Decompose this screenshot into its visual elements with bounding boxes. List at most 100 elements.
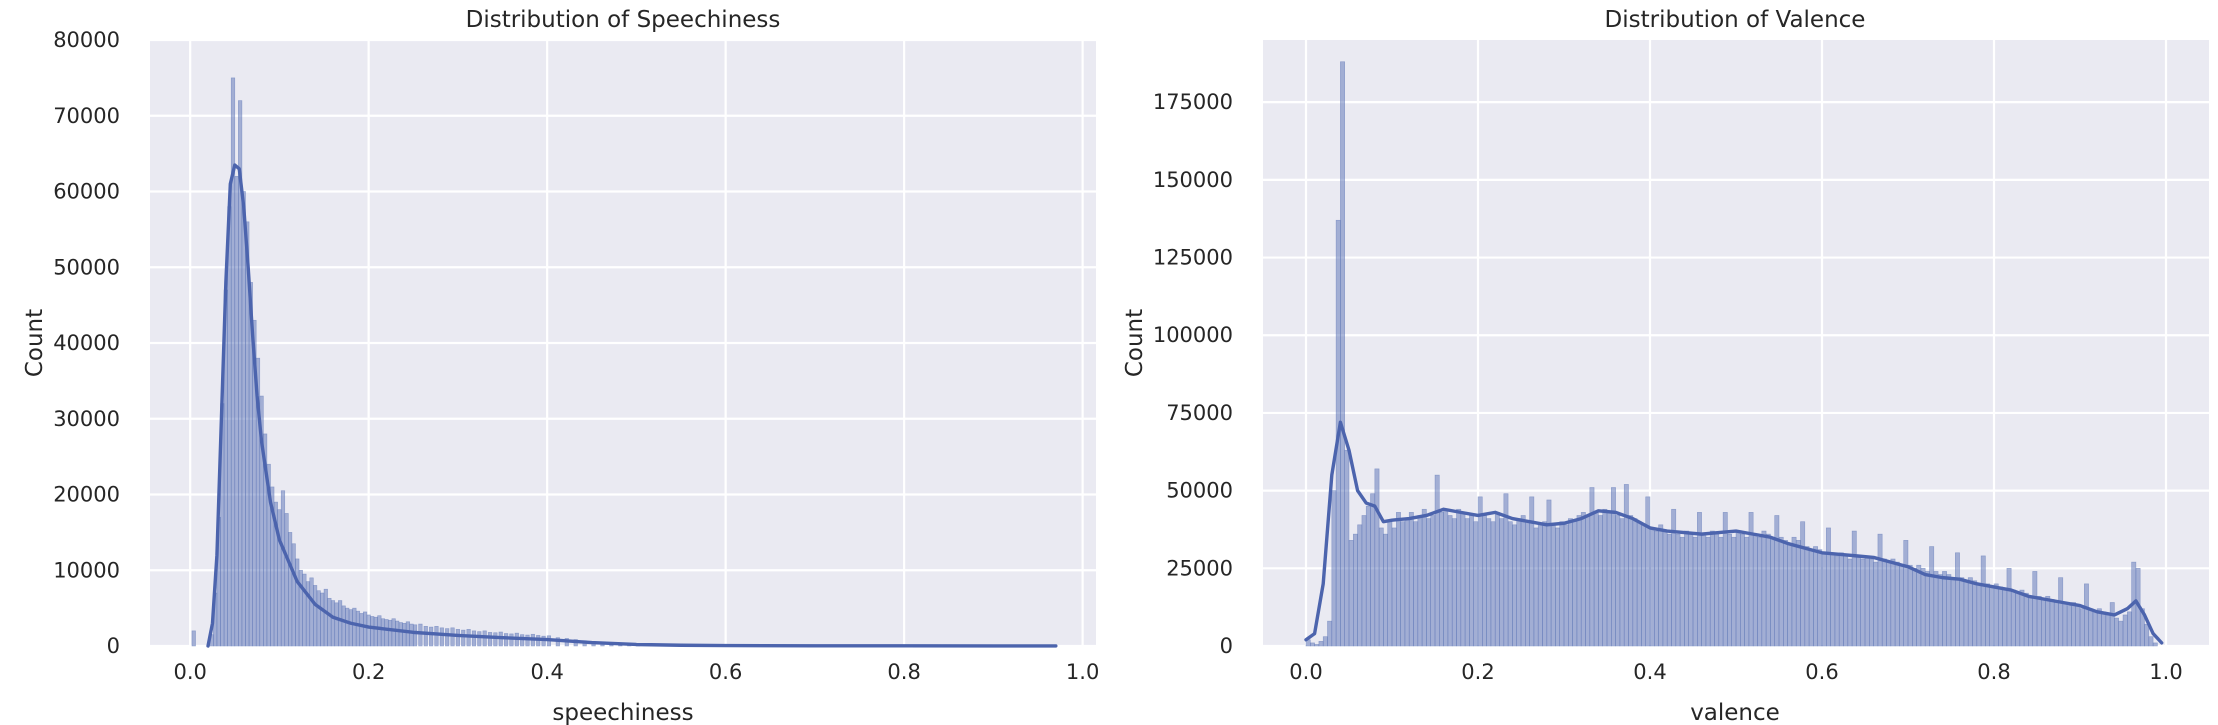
valence-histogram-bar: [1770, 536, 1776, 647]
valence-histogram-bar: [1494, 512, 1500, 647]
valence-histogram-bar: [2122, 614, 2128, 647]
valence-histogram-bar: [1396, 512, 1401, 647]
speechiness-histogram-bar: [280, 490, 286, 647]
valence-histogram-bar: [2058, 577, 2064, 647]
speechiness-x-tick-label: 0.8: [887, 660, 920, 684]
speechiness-histogram-bar: [380, 618, 386, 647]
valence-y-tick-label: 150000: [1153, 168, 1233, 192]
valence-histogram-bar: [1451, 518, 1457, 647]
valence-histogram-bar: [1340, 61, 1346, 647]
valence-histogram-bar: [1933, 571, 1939, 647]
valence-histogram-bar: [2114, 617, 2119, 647]
valence-histogram-bar: [1572, 521, 1578, 647]
valence-histogram-bar: [1473, 521, 1479, 647]
speechiness-histogram-bar: [302, 573, 307, 647]
valence-histogram-bar: [1881, 558, 1887, 647]
valence-histogram-bar: [1821, 552, 1827, 647]
valence-histogram-bar: [1684, 530, 1690, 647]
valence-histogram-bar: [1998, 586, 2003, 647]
valence-histogram-bar: [1602, 508, 1608, 647]
valence-histogram-bar: [1404, 518, 1410, 647]
valence-histogram-bar: [1787, 543, 1793, 647]
speechiness-histogram-bar: [402, 622, 407, 647]
speechiness-histogram-bar: [493, 632, 498, 647]
speechiness-histogram-bar: [471, 630, 477, 647]
valence-histogram-bar: [1993, 583, 1999, 647]
speechiness-chart-title: Distribution of Speechiness: [466, 7, 781, 33]
valence-histogram-bar: [1800, 521, 1806, 647]
speechiness-histogram-bar: [373, 616, 378, 647]
valence-tick-labels: 0.0 0.2 0.4 0.6 0.8 1.0 0 25000 50000 75000 100000…: [1153, 90, 2183, 684]
valence-histogram-bar: [1421, 508, 1427, 647]
valence-histogram-bar: [2148, 636, 2154, 647]
speechiness-histogram-bar: [387, 619, 393, 647]
valence-histogram-bar: [1761, 530, 1767, 647]
valence-histogram-bar: [1555, 527, 1561, 647]
valence-y-tick-label: 0: [1220, 634, 1233, 658]
speechiness-histogram-bar: [334, 602, 339, 647]
valence-histogram-bar: [1890, 558, 1896, 647]
valence-histogram-bar: [1563, 524, 1569, 647]
speechiness-histogram-bar: [477, 631, 482, 647]
speechiness-kde: [206, 163, 1058, 648]
valence-histogram-bar: [2084, 583, 2089, 647]
valence-histogram-bar: [1869, 558, 1874, 647]
valence-histogram-bar: [2079, 608, 2085, 647]
valence-histogram-bar: [1361, 515, 1367, 647]
valence-histogram-bar: [1378, 527, 1384, 647]
valence-histogram-bar: [2036, 595, 2042, 647]
speechiness-histogram-bar: [323, 588, 328, 647]
valence-histogram-bar: [1353, 533, 1358, 647]
valence-histogram-bar: [1791, 536, 1797, 647]
valence-histogram-bar: [1709, 530, 1715, 647]
valence-histogram-bar: [1520, 515, 1526, 647]
valence-histogram-bar: [1757, 536, 1763, 647]
valence-histogram-bar: [1447, 515, 1453, 647]
valence-histogram-bar: [1666, 533, 1672, 647]
valence-histogram-bar: [2045, 595, 2051, 647]
speechiness-histogram-bar: [291, 543, 296, 647]
valence-histogram-bar: [1718, 536, 1724, 647]
speechiness-histogram-bar: [450, 627, 455, 647]
speechiness-y-tick-label: 50000: [53, 255, 120, 279]
speechiness-y-axis-label: Count: [22, 309, 48, 377]
speechiness-histogram-bars: [191, 77, 1056, 647]
valence-histogram-bar: [1318, 641, 1324, 647]
valence-histogram-bar: [1654, 530, 1659, 647]
valence-histogram-bar: [1989, 586, 1995, 647]
valence-histogram-bar: [1598, 515, 1604, 647]
speechiness-y-tick-label: 40000: [53, 331, 120, 355]
valence-y-tick-label: 50000: [1166, 479, 1233, 503]
speechiness-x-tick-label: 0.6: [709, 660, 742, 684]
valence-histogram-bar: [1658, 524, 1664, 647]
speechiness-histogram-bar: [352, 607, 357, 647]
valence-histogram-bar: [1804, 546, 1810, 647]
speechiness-histogram-bar: [520, 634, 525, 647]
valence-histogram-bar: [1413, 521, 1419, 647]
speechiness-chart: 0.0 0.2 0.4 0.6 0.8 1.0 0 10000 20000 30000 40000 5…: [22, 7, 1099, 725]
valence-histogram-bar: [1387, 521, 1393, 647]
valence-y-tick-label: 25000: [1166, 556, 1233, 580]
valence-histogram-bar: [1967, 577, 1973, 647]
valence-histogram-bar: [2071, 602, 2076, 647]
speechiness-histogram-bar: [309, 577, 314, 647]
valence-histogram-bar: [1606, 512, 1612, 647]
speechiness-x-tick-label: 0.2: [352, 660, 385, 684]
valence-histogram-bar: [1619, 518, 1625, 647]
valence-histogram-bar: [1714, 533, 1720, 647]
valence-histogram-bar: [1937, 574, 1943, 647]
speechiness-histogram-bar: [487, 632, 493, 647]
valence-histogram-bar: [1920, 568, 1926, 647]
valence-x-tick-label: 0.2: [1461, 660, 1494, 684]
valence-histogram-bar: [1731, 536, 1737, 647]
valence-histogram-bar: [2053, 602, 2059, 647]
valence-histogram-bar: [1482, 515, 1487, 647]
speechiness-histogram-bar: [429, 626, 434, 647]
valence-histogram-bar: [1701, 533, 1707, 647]
valence-histogram-bar: [1439, 512, 1444, 647]
speechiness-y-tick-label: 80000: [53, 28, 120, 52]
speechiness-y-tick-label: 30000: [53, 407, 120, 431]
valence-histogram-bar: [1417, 515, 1423, 647]
speechiness-histogram-bar: [525, 634, 530, 647]
valence-x-tick-label: 0.8: [1977, 660, 2010, 684]
